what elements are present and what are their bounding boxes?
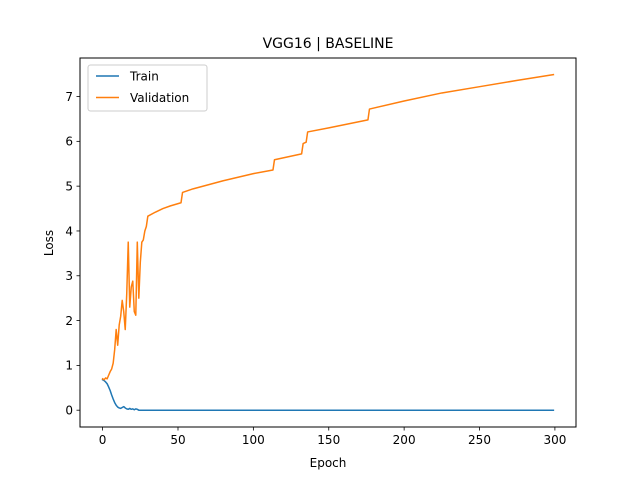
x-axis-label: Epoch xyxy=(310,456,347,470)
y-tick-label: 0 xyxy=(65,403,73,417)
y-axis-ticks: 0 1 2 3 4 5 6 7 xyxy=(65,90,80,417)
y-tick-label: 4 xyxy=(65,224,73,238)
x-tick-label: 200 xyxy=(393,433,416,447)
x-tick-label: 250 xyxy=(468,433,491,447)
x-tick-label: 300 xyxy=(543,433,566,447)
y-tick-label: 6 xyxy=(65,135,73,149)
y-tick-label: 2 xyxy=(65,314,73,328)
series-line-validation xyxy=(101,73,555,381)
y-tick-label: 5 xyxy=(65,179,73,193)
x-tick-label: 0 xyxy=(99,433,107,447)
y-tick-label: 1 xyxy=(65,359,73,373)
x-tick-label: 100 xyxy=(242,433,265,447)
legend: Train Validation xyxy=(87,64,208,112)
x-tick-label: 50 xyxy=(170,433,185,447)
plot-frame xyxy=(79,57,577,428)
y-axis-label: Loss xyxy=(42,230,56,256)
legend-label-train: Train xyxy=(129,69,159,83)
series-layer xyxy=(101,73,555,411)
y-tick-label: 3 xyxy=(65,269,73,283)
series-line-train xyxy=(101,378,555,411)
legend-label-validation: Validation xyxy=(130,91,189,105)
chart-title: VGG16 | BASELINE xyxy=(263,36,394,52)
x-axis-ticks: 0 50 100 150 200 250 300 xyxy=(99,427,566,447)
x-tick-label: 150 xyxy=(317,433,340,447)
y-tick-label: 7 xyxy=(65,90,73,104)
plot-area xyxy=(80,58,576,427)
